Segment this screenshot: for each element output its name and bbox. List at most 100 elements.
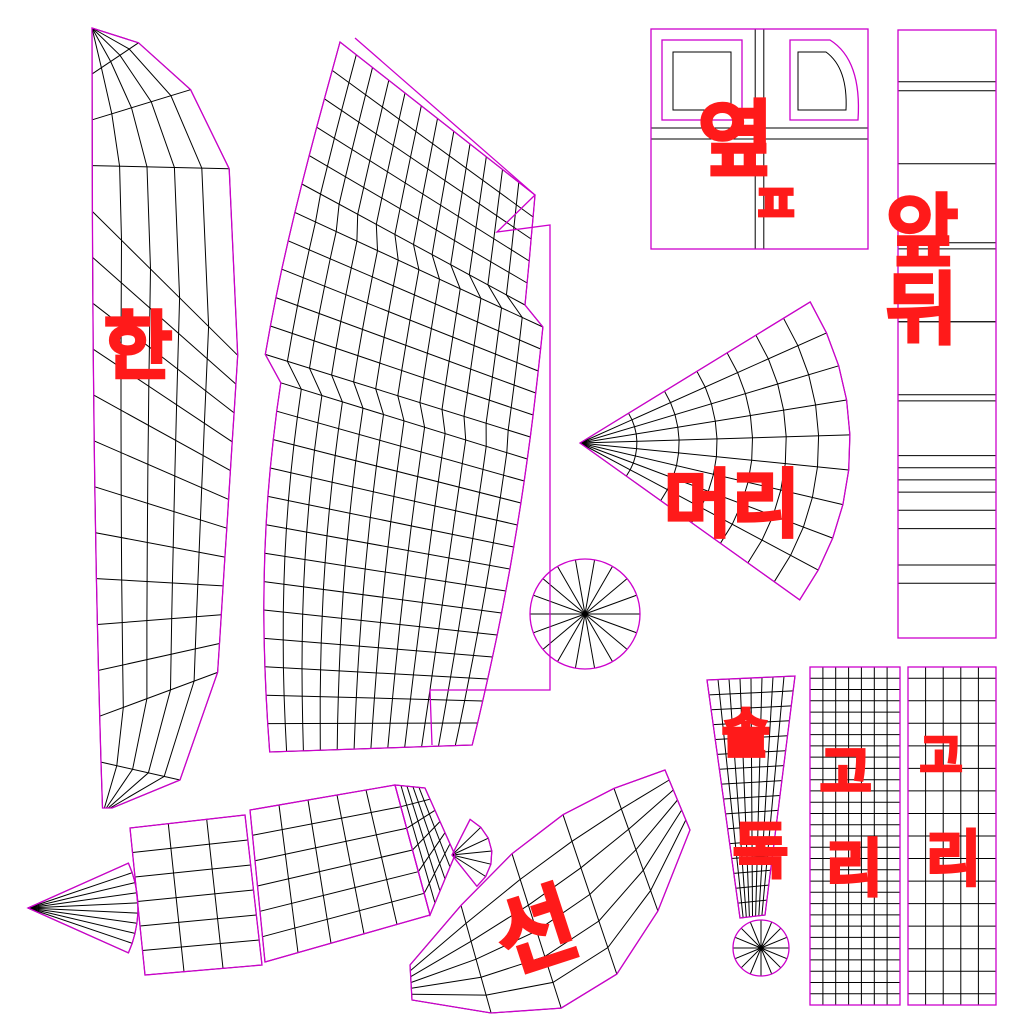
island-bottom-strip-0-row [139, 914, 257, 927]
island-disc-small-spoke [584, 613, 637, 634]
island-fan-ring [747, 334, 787, 564]
island-bottom-strip-1-row [259, 871, 419, 912]
island-fan-ring [660, 390, 680, 501]
island-grid-strip-a-outline [809, 666, 901, 1006]
annotation-strip2: 고 [920, 729, 962, 783]
island-bottom-leaf-col [411, 819, 687, 996]
island-right-column-outline [897, 29, 997, 639]
island-left-long-col [91, 27, 124, 809]
island-bottom-leaf-col [410, 799, 678, 983]
island-bottom-strip-2-row [400, 798, 431, 808]
island-disc-small-spoke [584, 613, 628, 650]
island-left-long-row [92, 348, 233, 443]
island-left-long-col [91, 27, 181, 809]
annotation-left-long: 한 [104, 304, 172, 390]
island-disc-tiny-spoke [760, 947, 782, 969]
island-disc-small-spoke [584, 594, 637, 615]
island-bottom-strip-2-row [412, 821, 441, 851]
island-bottom-strip-0-outline [129, 814, 263, 976]
island-taper-row [725, 809, 779, 815]
island-left-long-row [92, 211, 239, 356]
island-center-tall-col [336, 92, 406, 750]
island-bottom-strip-0-row [142, 939, 260, 951]
island-disc-tiny-spoke [760, 947, 788, 960]
island-disc-small-outline [529, 558, 641, 670]
island-center-tall-col [319, 80, 390, 751]
annotation-top-square-b: ㅍ [752, 175, 800, 235]
island-center-tall-edge [354, 37, 551, 746]
island-taper-row [733, 869, 771, 874]
island-left-long-row [98, 643, 220, 671]
island-disc-small-spoke [584, 578, 628, 615]
island-bottom-strip-1-row [252, 806, 401, 836]
island-fan-spoke [579, 442, 849, 471]
island-bottom-strip-0-row [134, 864, 251, 878]
island-disc-small-spoke [533, 594, 586, 615]
island-disc-tiny-spoke [760, 921, 773, 949]
island-center-tall-col [421, 156, 487, 747]
annotation-strip2-b: 리 [926, 825, 981, 895]
island-disc-tiny-spoke [760, 947, 773, 975]
island-left-long-row [91, 42, 139, 75]
island-left-long-col [91, 27, 152, 809]
island-top-square-inset-a-inner [672, 51, 732, 111]
island-bottom-leaf-col [411, 809, 683, 989]
island-disc-small-spoke [584, 613, 613, 662]
uv-island-outlines [26, 27, 997, 1014]
island-left-long-row [100, 761, 181, 781]
island-bottom-cap-spoke [451, 854, 492, 865]
island-bottom-point-outline [26, 862, 139, 954]
annotation-bottom-leaf: 선 [484, 872, 590, 992]
island-fan-ring [691, 371, 718, 523]
island-bottom-leaf-outline [409, 769, 691, 1014]
island-left-long-row [92, 165, 230, 170]
island-bottom-point-spoke [27, 907, 138, 914]
island-taper-row [727, 824, 777, 830]
island-disc-small-spoke [584, 566, 613, 615]
island-top-square-inset-b-inner [797, 51, 847, 111]
island-left-long-row [92, 257, 237, 385]
island-fan-spoke [579, 442, 844, 506]
island-fan-spoke [579, 442, 833, 539]
island-top-square-outline [650, 28, 869, 250]
island-left-long-row [92, 302, 235, 414]
island-disc-tiny-spoke [734, 947, 762, 960]
island-fan-spoke [579, 365, 839, 444]
island-taper-row [719, 765, 784, 770]
island-disc-tiny-spoke [760, 936, 788, 949]
island-fan-outline [578, 300, 851, 601]
island-disc-tiny-spoke [734, 936, 762, 949]
island-left-long-row [93, 394, 231, 472]
island-bottom-leaf-col [410, 789, 674, 978]
island-fan-ring [625, 412, 638, 477]
island-disc-tiny-spoke [749, 921, 762, 949]
island-bottom-strip-1-row [257, 849, 413, 887]
annotation-taper-b: 독 [733, 817, 788, 887]
island-bottom-point-spoke [27, 892, 137, 909]
island-bottom-cap-spoke [451, 837, 489, 856]
island-bottom-point-spoke [27, 907, 133, 944]
island-fan-ring [719, 352, 754, 544]
island-bottom-strip-1-row [262, 892, 425, 938]
island-bottom-strip-2-row [423, 843, 451, 894]
island-bottom-strip-0-row [137, 889, 254, 902]
island-disc-small-spoke [533, 613, 586, 634]
island-bottom-cap-spoke [451, 826, 482, 856]
island-disc-tiny-spoke [749, 947, 762, 975]
island-center-tall-col [404, 143, 471, 748]
hand-annotations: 한 옆 ㅍ 앞뒤 머리 선 솔 독 고 리 고 리 [103, 92, 983, 994]
island-disc-tiny-outline [732, 919, 790, 977]
island-taper-row [717, 750, 786, 755]
island-bottom-leaf-col [409, 779, 670, 972]
island-left-long-col [91, 27, 239, 809]
island-disc-small-spoke [542, 578, 586, 615]
island-disc-small-spoke [542, 613, 586, 650]
island-center-tall-col [370, 118, 438, 749]
island-center-tall-outline [263, 40, 544, 753]
island-taper-row [709, 690, 794, 696]
island-disc-tiny-spoke [760, 927, 782, 949]
island-taper-row [735, 884, 769, 889]
island-bottom-strip-1-row [254, 827, 407, 862]
island-taper-row [721, 780, 782, 785]
